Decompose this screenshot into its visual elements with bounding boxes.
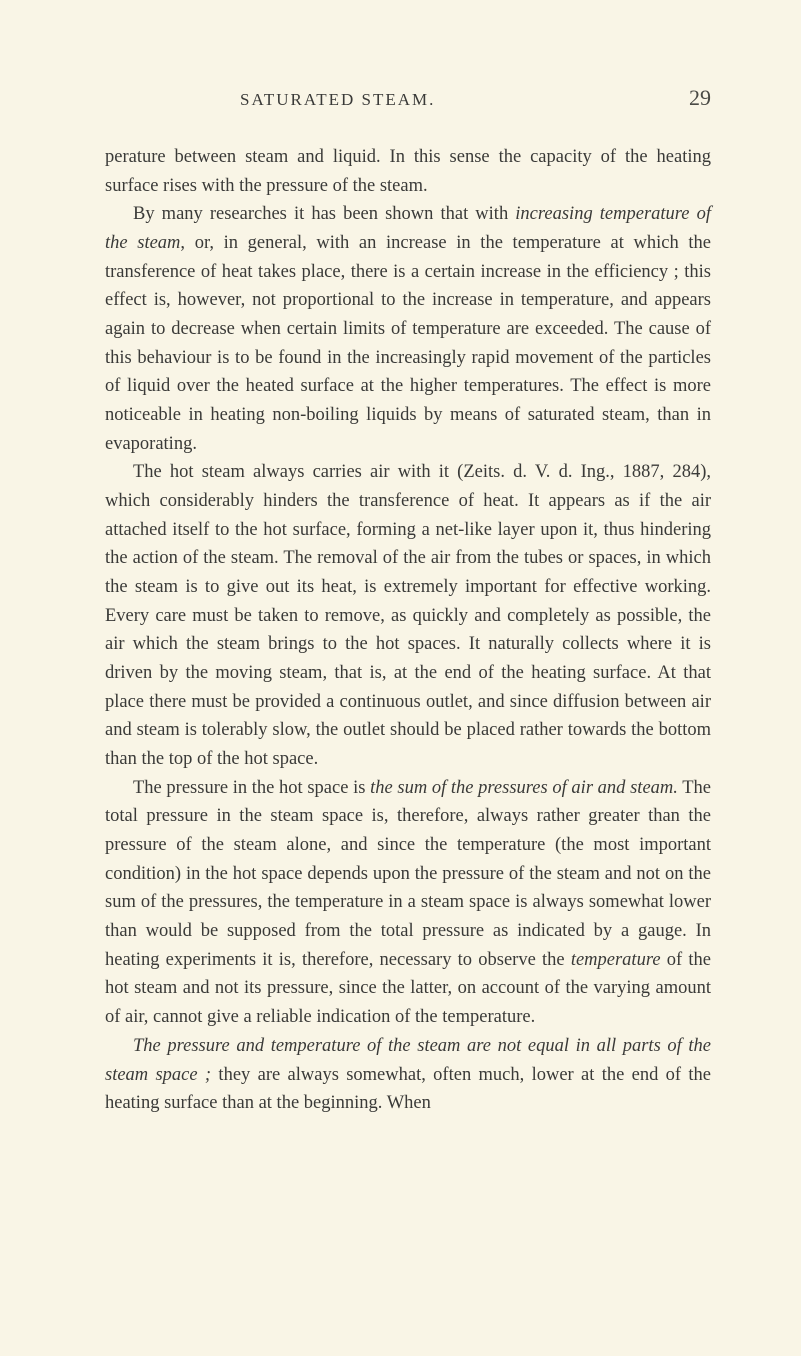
paragraph-2: By many researches it has been shown tha… [105, 200, 711, 458]
text: The hot steam always carries air with it… [105, 462, 711, 769]
body-text: perature between steam and liquid. In th… [105, 143, 711, 1118]
text: perature between steam and liquid. In th… [105, 147, 711, 196]
text: The total pressure in the steam space is… [105, 778, 711, 970]
italic-text: temperature [571, 950, 661, 970]
text: By many researches it has been shown tha… [133, 204, 515, 224]
paragraph-1: perature between steam and liquid. In th… [105, 143, 711, 200]
paragraph-3: The hot steam always carries air with it… [105, 458, 711, 773]
paragraph-5: The pressure and temperature of the stea… [105, 1032, 711, 1118]
paragraph-4: The pressure in the hot space is the sum… [105, 774, 711, 1032]
page-number: 29 [689, 85, 711, 111]
page-header: SATURATED STEAM. 29 [105, 85, 711, 111]
section-title: SATURATED STEAM. [240, 90, 435, 110]
italic-text: the sum of the pressures of air and stea… [370, 778, 678, 798]
text: The pressure in the hot space is [133, 778, 370, 798]
text: , or, in general, with an increase in th… [105, 233, 711, 454]
